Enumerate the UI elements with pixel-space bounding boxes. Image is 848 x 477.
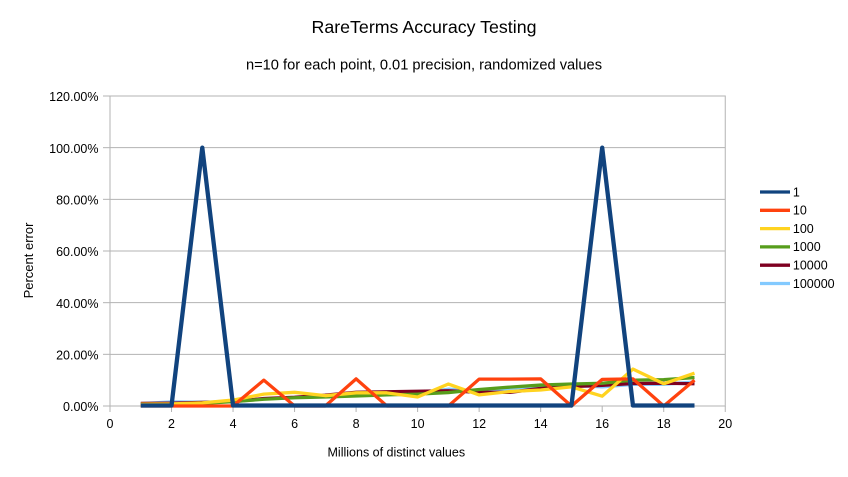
svg-text:20.00%: 20.00% bbox=[56, 349, 98, 363]
svg-text:20: 20 bbox=[718, 417, 732, 431]
svg-text:60.00%: 60.00% bbox=[56, 245, 98, 259]
svg-text:8: 8 bbox=[353, 417, 360, 431]
svg-text:80.00%: 80.00% bbox=[56, 194, 98, 208]
svg-text:6: 6 bbox=[291, 417, 298, 431]
svg-text:0.00%: 0.00% bbox=[63, 400, 98, 414]
svg-text:100: 100 bbox=[793, 222, 814, 236]
svg-text:n=10 for each point, 0.01 prec: n=10 for each point, 0.01 precision, ran… bbox=[246, 58, 602, 74]
svg-text:10000: 10000 bbox=[793, 259, 828, 273]
svg-text:1000: 1000 bbox=[793, 240, 821, 254]
svg-text:10: 10 bbox=[411, 417, 425, 431]
svg-text:10: 10 bbox=[793, 204, 807, 218]
svg-text:40.00%: 40.00% bbox=[56, 297, 98, 311]
svg-text:120.00%: 120.00% bbox=[49, 90, 98, 104]
svg-text:14: 14 bbox=[534, 417, 548, 431]
svg-text:RareTerms Accuracy Testing: RareTerms Accuracy Testing bbox=[312, 17, 537, 37]
svg-text:0: 0 bbox=[107, 417, 114, 431]
svg-text:16: 16 bbox=[595, 417, 609, 431]
svg-text:Millions of distinct values: Millions of distinct values bbox=[328, 446, 466, 460]
svg-text:1: 1 bbox=[793, 185, 800, 199]
svg-text:18: 18 bbox=[657, 417, 671, 431]
svg-text:Percent error: Percent error bbox=[21, 222, 36, 299]
svg-text:100000: 100000 bbox=[793, 277, 835, 291]
svg-text:2: 2 bbox=[168, 417, 175, 431]
svg-text:100.00%: 100.00% bbox=[49, 142, 98, 156]
svg-text:12: 12 bbox=[472, 417, 486, 431]
svg-text:4: 4 bbox=[230, 417, 237, 431]
